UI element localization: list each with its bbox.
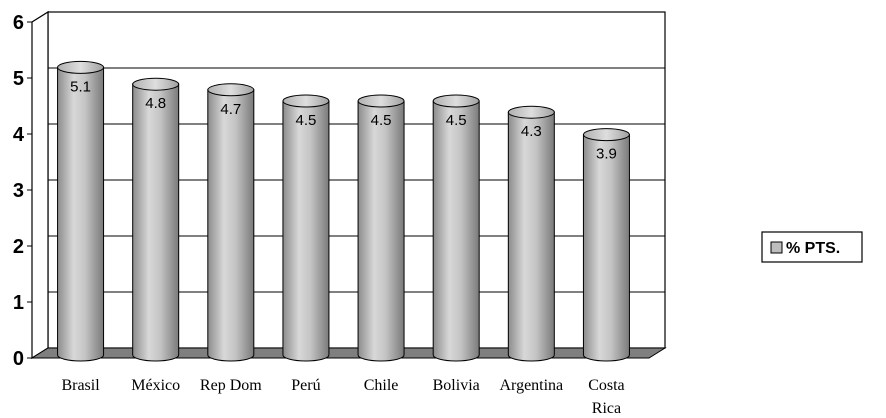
data-label-0: 5.1 (70, 78, 91, 95)
y-tick-label: 6 (13, 12, 24, 34)
plot-floor (30, 347, 667, 359)
y-tick-label: 3 (13, 180, 24, 202)
data-label-2: 4.7 (220, 101, 241, 118)
x-tick-label: Costa Rica (588, 377, 624, 417)
bar-cap-3 (282, 94, 330, 108)
bar-4 (357, 100, 405, 362)
x-tick-label: Perú (291, 377, 320, 394)
bar-7 (582, 134, 630, 362)
x-tick-label: Argentina (499, 377, 563, 394)
data-label-7: 3.9 (596, 146, 617, 163)
x-tick-label: Rep Dom (200, 377, 262, 394)
data-label-1: 4.8 (145, 95, 166, 112)
legend-label: % PTS. (786, 240, 840, 257)
legend-swatch (770, 241, 783, 254)
y-tick-label: 1 (13, 292, 24, 314)
bar-cap-4 (357, 94, 405, 108)
x-tick-label: Bolivia (433, 377, 480, 394)
bar-cap-7 (582, 128, 630, 142)
x-tick-label: Brasil (61, 377, 100, 394)
data-label-5: 4.5 (446, 112, 467, 129)
bar-5 (432, 100, 480, 362)
x-tick-label: México (131, 377, 180, 394)
bar-0 (57, 66, 105, 362)
bar-cap-1 (132, 77, 180, 91)
y-tick-label: 4 (13, 124, 25, 146)
bar-3 (282, 100, 330, 362)
data-label-6: 4.3 (521, 123, 542, 140)
y-tick-label: 5 (13, 68, 24, 90)
bar-1 (132, 83, 180, 362)
bar-cap-0 (57, 60, 105, 74)
bar-cap-2 (207, 83, 255, 97)
y-tick-label: 2 (13, 236, 24, 258)
plot-side-wall (31, 10, 49, 360)
data-label-4: 4.5 (371, 112, 392, 129)
data-label-3: 4.5 (296, 112, 317, 129)
bar-2 (207, 89, 255, 362)
bar-cap-6 (507, 105, 555, 119)
y-tick-label: 0 (13, 348, 24, 370)
bar-6 (507, 111, 555, 362)
bar-cap-5 (432, 94, 480, 108)
x-tick-label: Chile (364, 377, 399, 394)
